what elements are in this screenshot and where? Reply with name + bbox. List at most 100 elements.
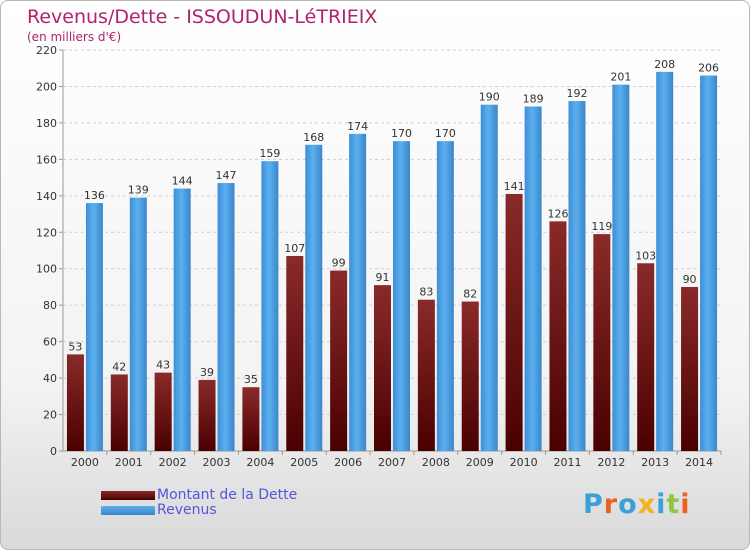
logo-letter: o (618, 489, 638, 520)
y-tick-label: 120 (36, 226, 57, 239)
bar-revenus (436, 141, 454, 452)
logo-letter: i (656, 489, 667, 520)
proxiti-logo: Proxiti (583, 489, 691, 520)
y-tick-label: 100 (36, 263, 57, 276)
bar-dette (681, 286, 699, 451)
logo-letter: i (680, 489, 691, 520)
y-tick-label: 40 (43, 372, 57, 385)
chart-title: Revenus/Dette - ISSOUDUN-LéTRIEIX (27, 6, 378, 28)
x-tick-label: 2009 (466, 456, 494, 469)
data-label-dette: 126 (547, 207, 568, 220)
bar-revenus (349, 133, 367, 451)
x-tick-label: 2010 (510, 456, 538, 469)
bar-dette (198, 379, 216, 451)
bar-revenus (612, 84, 630, 451)
legend-label-revenus: Revenus (157, 502, 217, 518)
data-label-revenus: 174 (347, 120, 368, 133)
y-tick-label: 220 (36, 44, 57, 57)
bar-dette (66, 354, 84, 451)
x-tick-label: 2011 (553, 456, 581, 469)
x-tick-label: 2005 (290, 456, 318, 469)
bar-dette (461, 301, 479, 451)
legend-item-revenus: Revenus (101, 502, 217, 518)
bar-dette (505, 193, 523, 451)
bar-revenus (85, 203, 103, 451)
data-label-dette: 107 (284, 242, 305, 255)
y-tick-label: 140 (36, 190, 57, 203)
bar-dette (110, 374, 128, 451)
y-tick-label: 160 (36, 153, 57, 166)
data-label-revenus: 201 (610, 71, 631, 84)
bar-revenus (700, 75, 718, 451)
logo-letter: t (666, 489, 681, 520)
bar-revenus (568, 101, 586, 451)
y-tick-label: 60 (43, 336, 57, 349)
bar-dette (242, 387, 260, 451)
x-tick-label: 2003 (203, 456, 231, 469)
bar-revenus (656, 71, 674, 451)
logo-letter: r (603, 489, 619, 520)
data-label-revenus: 139 (128, 184, 149, 197)
x-tick-label: 2008 (422, 456, 450, 469)
bar-dette (286, 255, 304, 451)
data-label-dette: 43 (156, 359, 170, 372)
data-label-dette: 35 (244, 373, 258, 386)
legend-item-dette: Montant de la Dette (101, 487, 297, 503)
bar-revenus (173, 188, 191, 451)
data-label-revenus: 144 (172, 175, 193, 188)
bar-dette (330, 270, 348, 451)
y-tick-label: 200 (36, 80, 57, 93)
bar-dette (417, 299, 435, 451)
data-label-revenus: 147 (216, 169, 237, 182)
x-tick-label: 2013 (641, 456, 669, 469)
legend-swatch-dette (101, 490, 155, 500)
data-label-dette: 82 (463, 288, 477, 301)
data-label-revenus: 189 (523, 93, 544, 106)
y-tick-label: 80 (43, 299, 57, 312)
bar-dette (374, 285, 391, 451)
data-label-dette: 53 (68, 340, 82, 353)
x-tick-label: 2007 (378, 456, 406, 469)
y-tick-label: 0 (50, 445, 57, 458)
x-tick-label: 2006 (334, 456, 362, 469)
data-label-revenus: 168 (303, 131, 324, 144)
data-label-dette: 103 (635, 249, 656, 262)
bar-revenus (261, 161, 279, 451)
x-tick-label: 2002 (159, 456, 187, 469)
legend-label-dette: Montant de la Dette (157, 487, 298, 503)
data-label-dette: 119 (591, 220, 612, 233)
data-label-revenus: 170 (435, 127, 456, 140)
data-label-revenus: 208 (654, 58, 675, 71)
bar-dette (154, 372, 172, 451)
data-label-revenus: 159 (259, 147, 280, 160)
logo-letter: P (583, 489, 604, 520)
x-tick-label: 2012 (597, 456, 625, 469)
bar-revenus (524, 106, 542, 451)
data-label-revenus: 192 (566, 87, 587, 100)
data-label-dette: 39 (200, 366, 214, 379)
logo-letter: x (637, 489, 657, 520)
data-label-revenus: 170 (391, 127, 412, 140)
x-tick-label: 2004 (246, 456, 274, 469)
x-tick-label: 2014 (685, 456, 713, 469)
legend-swatch-revenus (101, 505, 155, 515)
y-tick-label: 20 (43, 409, 57, 422)
bar-revenus (129, 197, 147, 451)
bar-dette (637, 263, 655, 451)
bar-revenus (217, 183, 235, 452)
data-label-dette: 42 (112, 360, 126, 373)
x-tick-label: 2000 (71, 456, 99, 469)
bar-dette (593, 234, 611, 451)
data-label-revenus: 206 (698, 62, 719, 75)
data-label-dette: 91 (376, 271, 390, 284)
data-label-dette: 141 (504, 180, 525, 193)
chart-subtitle: (en milliers d'€) (27, 30, 122, 44)
bar-revenus (393, 141, 410, 452)
bar-revenus (305, 144, 323, 452)
data-label-dette: 90 (683, 273, 697, 286)
bar-revenus (480, 104, 498, 451)
data-label-revenus: 190 (479, 91, 500, 104)
y-tick-label: 180 (36, 117, 57, 130)
